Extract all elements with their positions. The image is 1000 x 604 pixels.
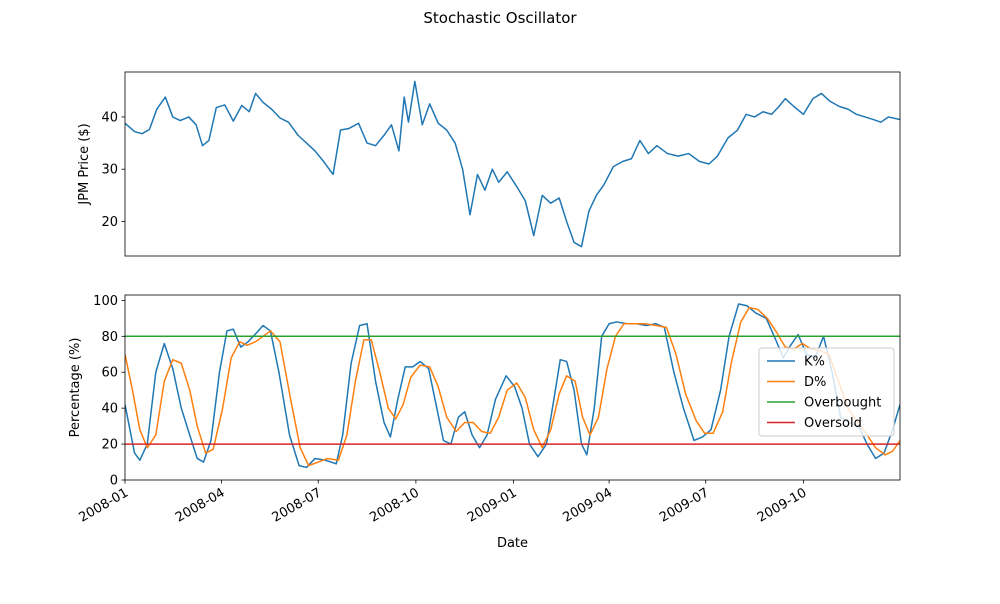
y-tick-label: 40 <box>101 110 118 125</box>
x-tick-label: 2009-01 <box>465 485 520 525</box>
panel-2: 0 20 40 60 80 100 Percentage (%) 2008-01 2008-04… <box>68 294 901 526</box>
legend-box <box>758 347 895 437</box>
y-tick-label: 20 <box>101 215 118 230</box>
series-line-price <box>125 80 900 248</box>
x-axis-label: Date <box>497 536 528 551</box>
panel-1: 20 30 40 JPM Price ($) <box>77 71 901 257</box>
x-tick-label: 2009-04 <box>561 485 616 525</box>
y-tick-label: 80 <box>101 330 118 345</box>
legend-label: Overbought <box>804 396 881 411</box>
y-axis-label: JPM Price ($) <box>77 123 92 205</box>
legend-label: K% <box>804 355 825 370</box>
x-tick-label: 2008-07 <box>270 485 325 525</box>
legend: K% D% Overbought Oversold <box>758 347 895 437</box>
legend-label: Oversold <box>804 416 862 431</box>
axes-frame <box>124 294 901 481</box>
x-tick-label: 2009-10 <box>755 485 810 525</box>
y-axis-label: Percentage (%) <box>68 338 83 438</box>
x-tick-label: 2008-01 <box>76 485 131 525</box>
legend-label: D% <box>804 375 826 390</box>
y-tick-label: 20 <box>101 438 118 453</box>
chart-suptitle: Stochastic Oscillator <box>423 9 577 27</box>
series-line-d <box>125 306 900 467</box>
y-tick-label: 40 <box>101 402 118 417</box>
y-tick-label: 30 <box>101 163 118 178</box>
series-group <box>125 80 900 248</box>
series-group <box>125 303 900 469</box>
axes-frame <box>124 71 901 257</box>
x-tick-label: 2008-10 <box>367 485 422 525</box>
x-tick-label: 2009-07 <box>657 485 712 525</box>
x-tick-label: 2008-04 <box>173 485 228 525</box>
y-tick-label: 0 <box>110 474 118 489</box>
y-tick-label: 100 <box>93 294 118 309</box>
y-tick-label: 60 <box>101 366 118 381</box>
